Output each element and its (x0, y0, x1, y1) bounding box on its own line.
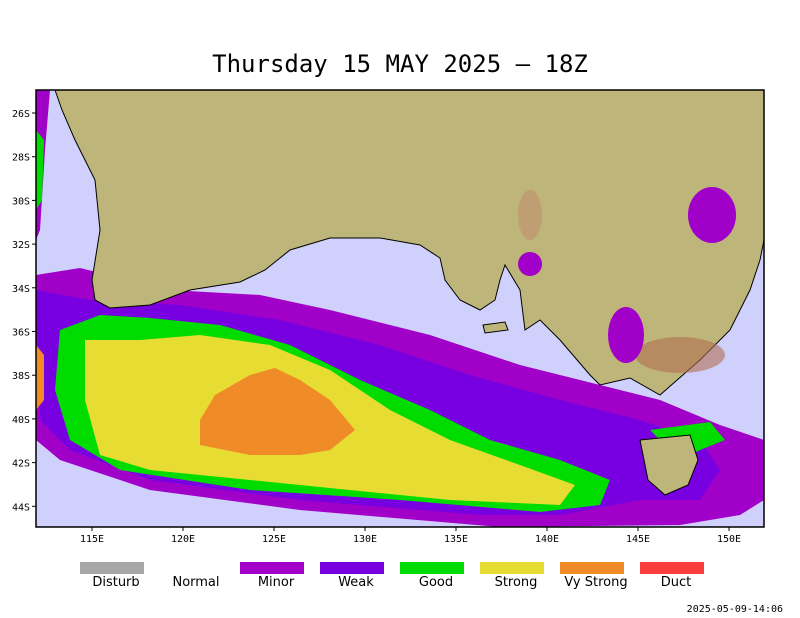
legend-swatch (400, 562, 464, 574)
latitude-label: 38S (12, 371, 30, 382)
legend-swatch (560, 562, 624, 574)
very-strong-zone (36, 345, 44, 410)
latitude-label: 40S (12, 415, 30, 426)
good-zone (36, 130, 44, 210)
longitude-label: 115E (80, 534, 104, 545)
map-frame (35, 89, 765, 528)
legend-label: Normal (172, 575, 219, 590)
latitude-label: 26S (12, 109, 30, 120)
latitude-label: 42S (12, 459, 30, 470)
legend-swatch (640, 562, 704, 574)
longitude-label: 120E (171, 534, 195, 545)
latitude-label: 36S (12, 328, 30, 339)
latitude-label: 32S (12, 240, 30, 251)
legend-label: Vy Strong (564, 575, 627, 590)
minor-zone (608, 307, 644, 363)
longitude-label: 125E (262, 534, 286, 545)
latitude-label: 30S (12, 196, 30, 207)
latitude-label: 44S (12, 502, 30, 513)
highland (635, 337, 725, 373)
legend-label: Disturb (92, 575, 139, 590)
minor-zone (688, 187, 736, 243)
legend-swatch (240, 562, 304, 574)
island (482, 321, 509, 334)
legend-swatch (80, 562, 144, 574)
minor-zone (518, 252, 542, 276)
latitude-label: 28S (12, 153, 30, 164)
legend-label: Good (419, 575, 453, 590)
legend-label: Weak (338, 575, 374, 590)
longitude-label: 130E (353, 534, 377, 545)
legend-swatch (480, 562, 544, 574)
legend-label: Minor (258, 575, 295, 590)
longitude-label: 135E (444, 534, 468, 545)
longitude-label: 140E (535, 534, 559, 545)
map (35, 89, 765, 528)
legend-label: Strong (495, 575, 538, 590)
longitude-label: 145E (626, 534, 650, 545)
timestamp: 2025-05-09-14:06 (687, 604, 783, 615)
latitude-label: 34S (12, 284, 30, 295)
highland (518, 190, 542, 240)
very-strong-zone (200, 368, 355, 455)
legend-label: Duct (661, 575, 692, 590)
legend-swatch (320, 562, 384, 574)
longitude-label: 150E (717, 534, 741, 545)
title: Thursday 15 MAY 2025 — 18Z (212, 50, 588, 78)
tasmania (639, 434, 699, 496)
